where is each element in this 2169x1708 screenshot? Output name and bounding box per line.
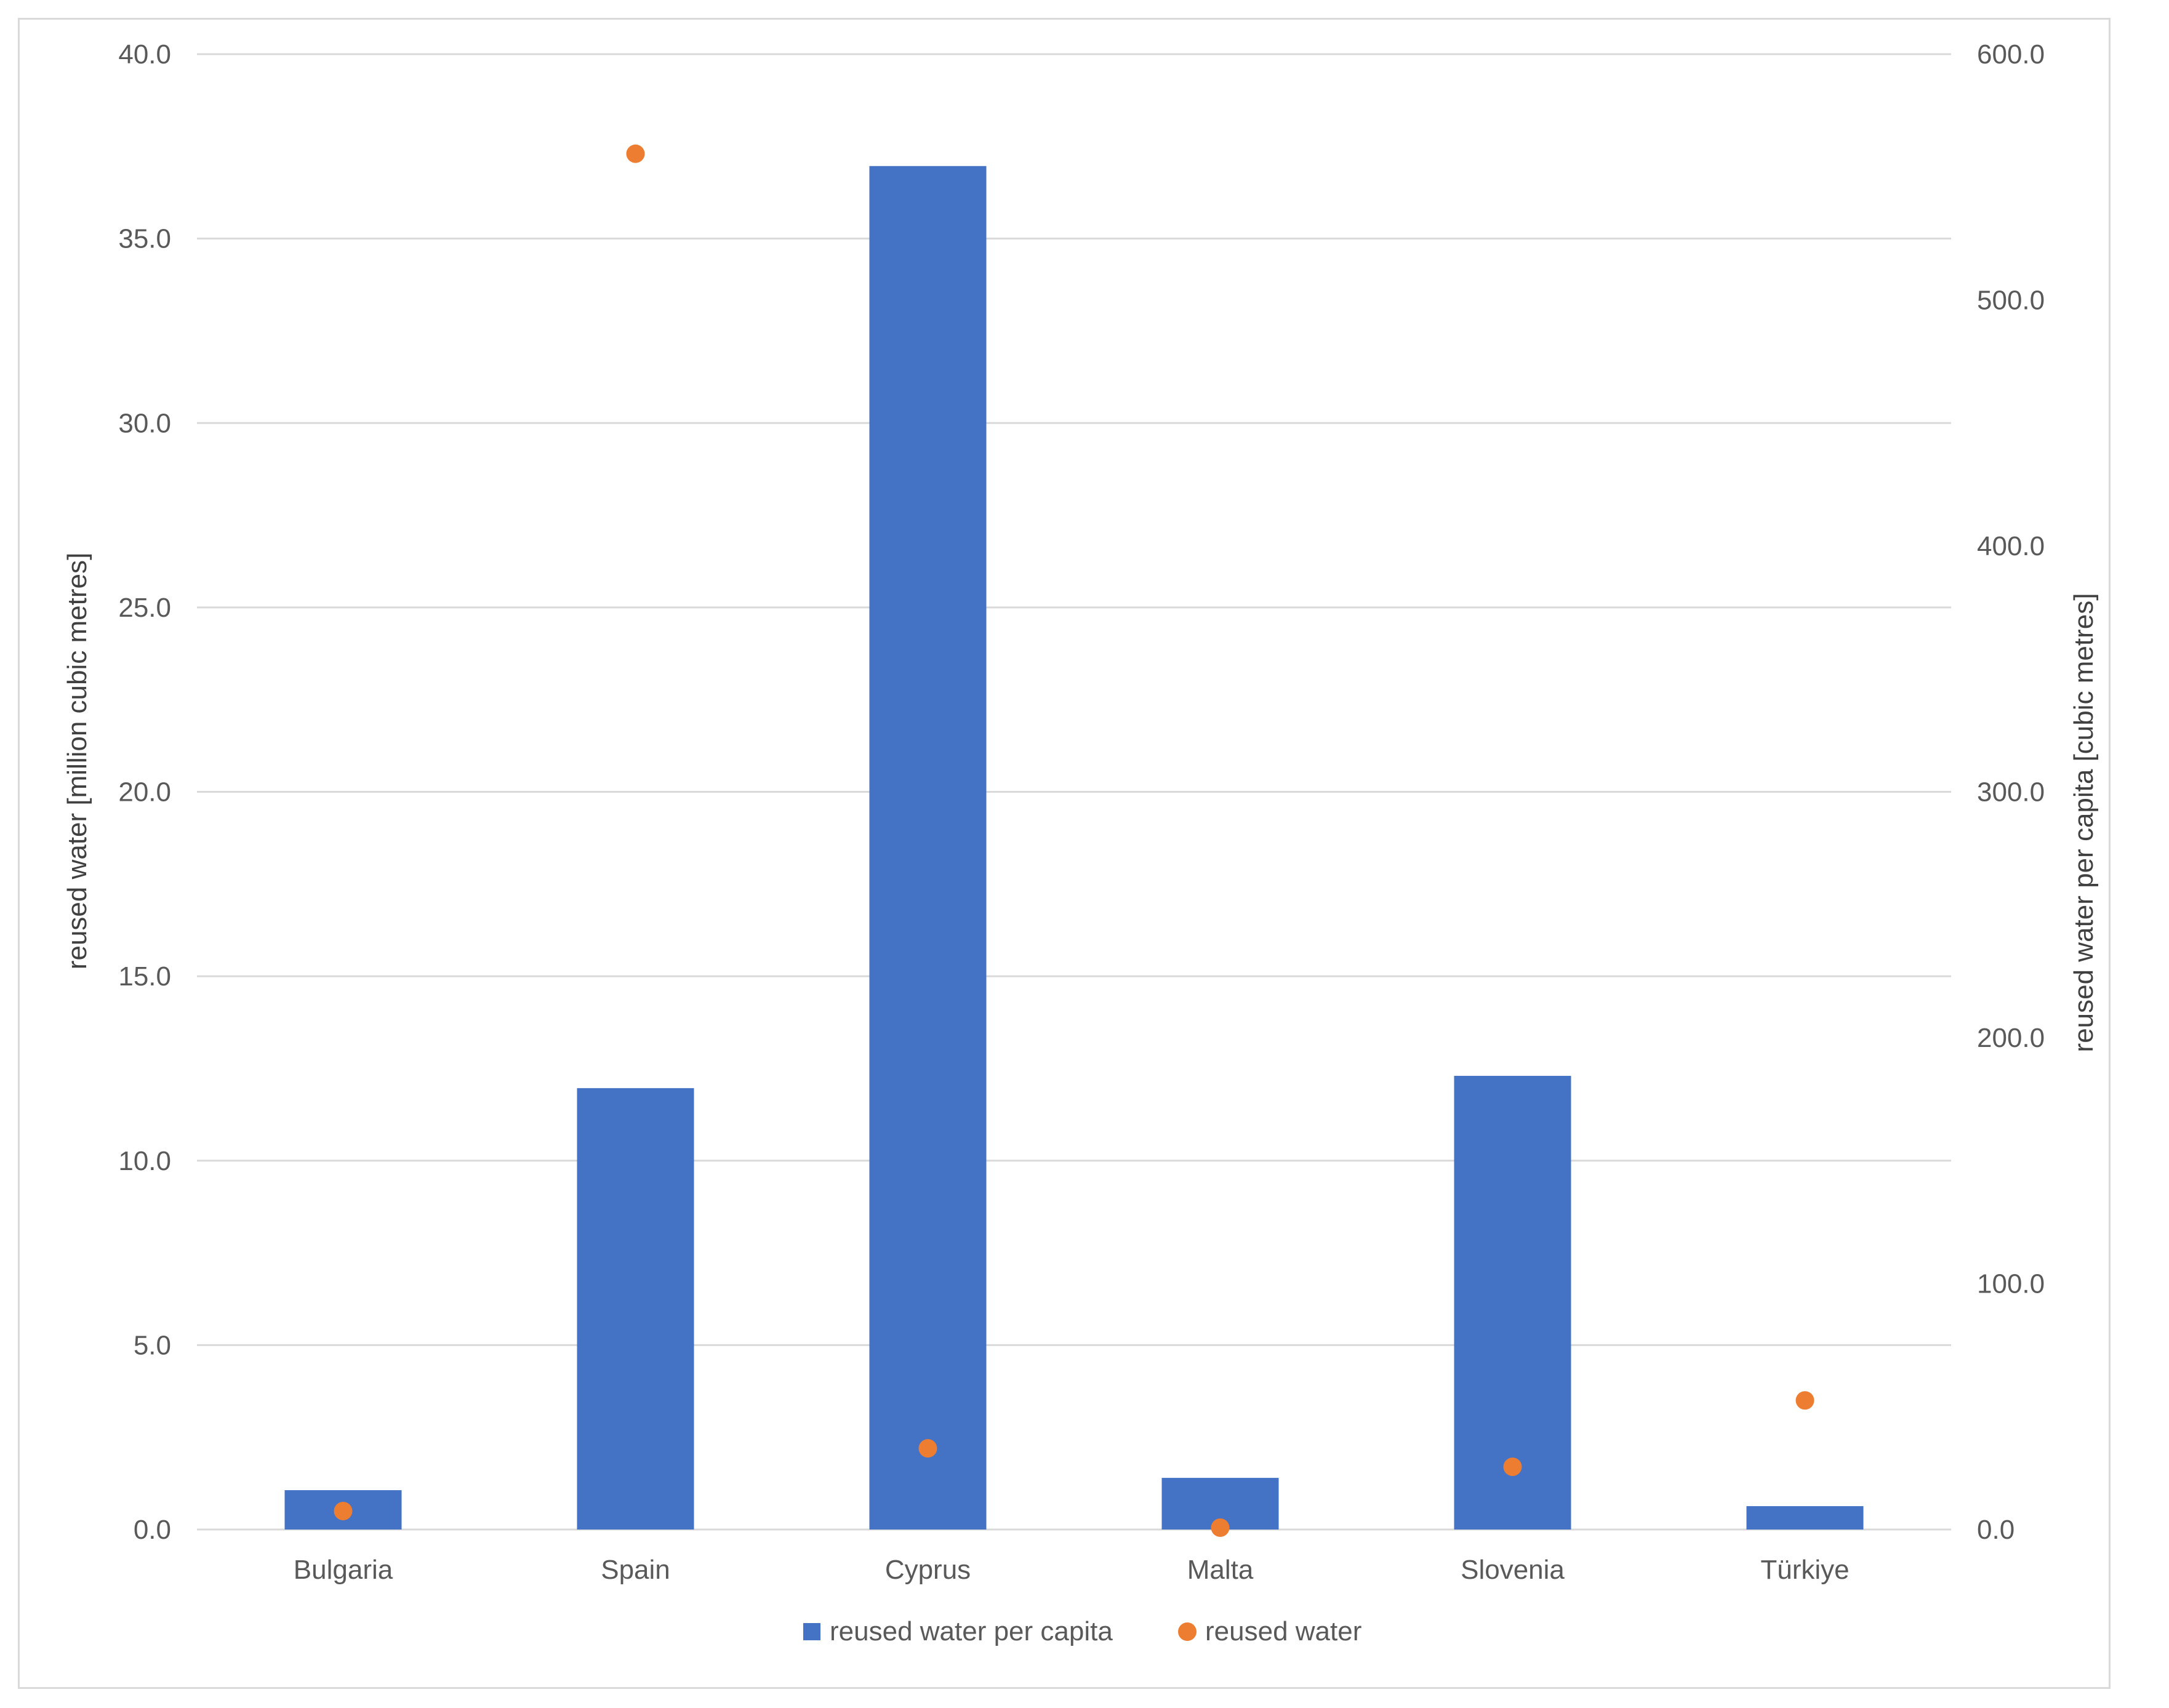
left-tick-label: 10.0 — [118, 1146, 171, 1176]
left-tick-label: 15.0 — [118, 961, 171, 992]
right-tick-label: 300.0 — [1977, 777, 2045, 808]
left-tick-label: 30.0 — [118, 408, 171, 438]
legend-label-point: reused water — [1205, 1616, 1361, 1646]
bar-türkiye — [1746, 1506, 1864, 1530]
right-tick-label: 600.0 — [1977, 39, 2045, 70]
left-axis-title: reused water [million cubic metres] — [62, 553, 92, 969]
left-tick-label: 5.0 — [134, 1330, 171, 1360]
scatter-series — [334, 144, 1814, 1538]
bar-spain — [577, 1088, 694, 1530]
left-tick-label: 20.0 — [118, 777, 171, 808]
bar-slovenia — [1454, 1075, 1571, 1530]
right-tick-label: 500.0 — [1977, 286, 2045, 316]
bar-series — [284, 166, 1864, 1530]
point-türkiye — [1795, 1391, 1814, 1410]
point-bulgaria — [334, 1502, 353, 1521]
legend-swatch-bar — [803, 1623, 820, 1640]
chart-frame — [18, 18, 2111, 1689]
right-tick-label: 0.0 — [1977, 1515, 2015, 1545]
category-label: Spain — [601, 1555, 670, 1585]
right-tick-label: 400.0 — [1977, 531, 2045, 561]
legend: reused water per capita reused water — [803, 1616, 1361, 1646]
category-axis-labels: Bulgaria Spain Cyprus Malta Slovenia Türkiye — [294, 1555, 1850, 1585]
right-axis-ticks: 0.0 100.0 200.0 300.0 400.0 500.0 600.0 — [1977, 39, 2045, 1545]
right-axis-title: reused water per capita [cubic metres] — [2069, 593, 2099, 1052]
category-label: Türkiye — [1760, 1555, 1849, 1585]
point-slovenia — [1503, 1457, 1522, 1477]
left-tick-label: 25.0 — [118, 593, 171, 623]
point-malta — [1211, 1518, 1230, 1538]
category-label: Slovenia — [1461, 1555, 1565, 1585]
category-label: Bulgaria — [294, 1555, 393, 1585]
category-label: Cyprus — [885, 1555, 971, 1585]
legend-swatch-point — [1178, 1622, 1197, 1641]
left-tick-label: 40.0 — [118, 39, 171, 70]
left-tick-label: 35.0 — [118, 224, 171, 254]
category-label: Malta — [1187, 1555, 1254, 1585]
point-cyprus — [918, 1439, 937, 1458]
right-tick-label: 200.0 — [1977, 1023, 2045, 1053]
left-tick-label: 0.0 — [134, 1515, 171, 1545]
legend-label-bar: reused water per capita — [830, 1616, 1113, 1646]
point-spain — [626, 144, 645, 163]
bar-cyprus — [869, 166, 987, 1530]
right-tick-label: 100.0 — [1977, 1269, 2045, 1299]
left-axis-ticks: 0.0 5.0 10.0 15.0 20.0 25.0 30.0 35.0 40.0 — [118, 39, 171, 1545]
gridlines — [197, 53, 1951, 1531]
